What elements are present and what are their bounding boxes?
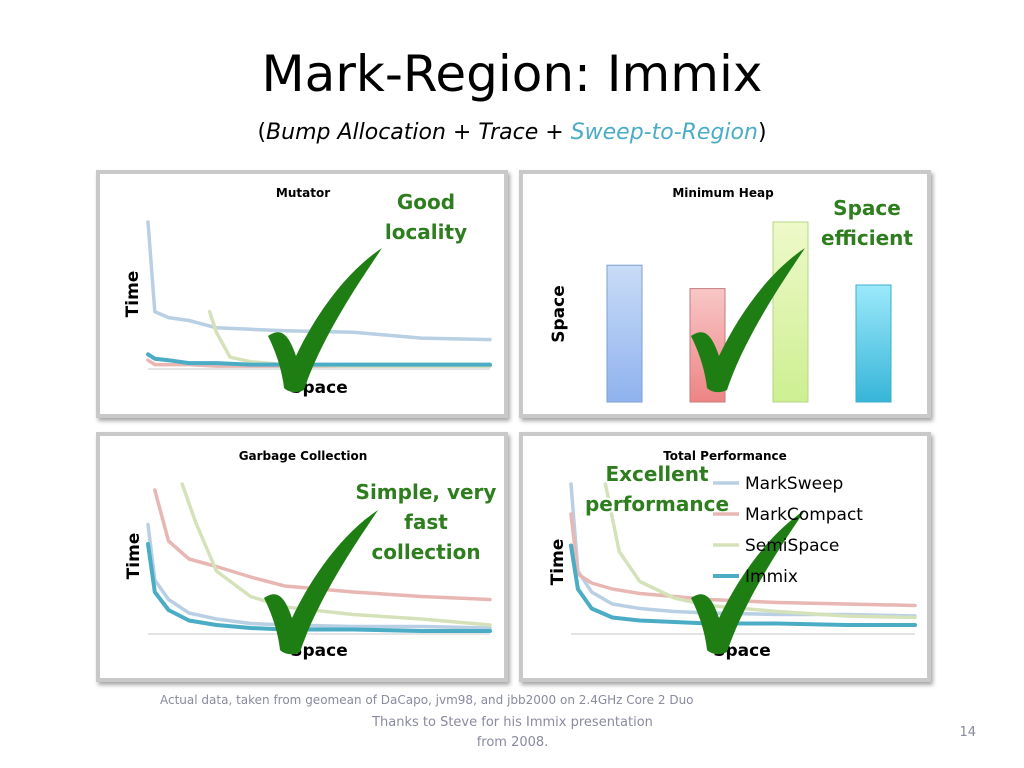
chart-title: Minimum Heap (672, 186, 774, 200)
checkmark-shape (268, 248, 382, 393)
series-line-immix (146, 542, 492, 633)
subtitle-trace: Trace (478, 120, 539, 145)
checkmark-shape (264, 510, 378, 655)
bar-immix (855, 284, 892, 403)
checkmark-shape (691, 248, 805, 393)
checkmark-icon (268, 248, 382, 393)
page-number: 14 (959, 725, 976, 740)
mutator-chart-panel: Mutator Time Space Good locality (96, 170, 508, 418)
subtitle-sweep-to-region: Sweep-to-Region (570, 120, 758, 145)
thanks-note: Thanks to Steve for his Immix presentati… (360, 713, 665, 753)
bar-semispace (772, 221, 809, 403)
callout-text: locality (385, 220, 467, 244)
minimum-heap-chart: Minimum Heap Space Space efficient (549, 186, 915, 403)
callout-text: Simple, very (356, 480, 497, 504)
legend-label-semispace: SemiSpace (745, 536, 839, 556)
y-axis-label: Space (549, 285, 569, 343)
garbage-collection-chart-panel: Garbage Collection Time Space Simple, very f… (96, 432, 508, 682)
callout-text: Space (833, 196, 901, 220)
series-line-semispace (603, 482, 917, 620)
checkmark-icon (691, 248, 805, 393)
thanks-line: Thanks to Steve for his Immix presentati… (372, 715, 653, 730)
y-axis-label: Time (548, 539, 568, 586)
checkmark-icon (691, 510, 805, 655)
series-line-markcompact (153, 488, 492, 602)
subtitle-plus: + (445, 120, 479, 145)
callout-text: collection (371, 540, 480, 564)
callout-text: fast (404, 510, 448, 534)
x-axis-label: Space (290, 641, 348, 661)
callout-text: Excellent (605, 462, 708, 486)
subtitle-bump-allocation: Bump Allocation (266, 120, 446, 145)
chart-title: Total Performance (663, 449, 787, 463)
minimum-heap-chart-panel: Minimum Heap Space Space efficient (519, 170, 931, 418)
y-axis-label: Time (124, 533, 144, 580)
callout-text: performance (585, 492, 729, 516)
checkmark-icon (264, 510, 378, 655)
total-performance-chart: Total PerformanceTimeSpaceExcellentperfo… (548, 449, 917, 661)
thanks-line: from 2008. (476, 735, 549, 750)
total-performance-chart-panel: Total Performance Time Space Excellent perfo… (519, 432, 931, 682)
slide-title: Mark-Region: Immix (261, 45, 763, 103)
chart-title: Mutator (276, 186, 330, 200)
series-line-markcompact (569, 512, 917, 608)
chart-title: Garbage Collection (239, 449, 368, 463)
legend-label-markcompact: MarkCompact (745, 505, 863, 525)
footnote: Actual data, taken from geomean of DaCap… (160, 693, 694, 707)
series-line-immix (569, 543, 917, 627)
slide-subtitle: (Bump Allocation + Trace + Sweep-to-Regi… (0, 118, 1024, 148)
legend-label-immix: Immix (745, 567, 798, 587)
subtitle-open-paren: ( (257, 120, 267, 145)
bar-marksweep (606, 264, 643, 403)
subtitle-close-paren: ) (757, 120, 767, 145)
y-axis-label: Time (123, 271, 143, 318)
legend-label-marksweep: MarkSweep (745, 474, 843, 494)
series-line-immix (146, 352, 492, 367)
series-line-marksweep (146, 522, 492, 630)
series-line-marksweep (146, 220, 492, 342)
garbage-collection-chart: Garbage Collection Time Space Simple, very f… (124, 449, 498, 661)
checkmark-shape (691, 510, 805, 655)
callout-text: Good (397, 190, 455, 214)
subtitle-plus: + (538, 120, 571, 145)
callout-text: efficient (821, 226, 913, 250)
